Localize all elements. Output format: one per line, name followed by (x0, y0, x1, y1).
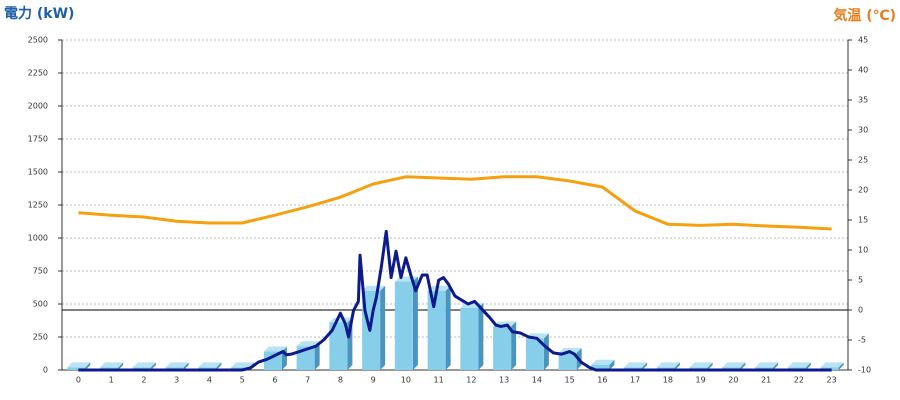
y2-tick-label: 0 (858, 306, 863, 315)
temperature-line (78, 175, 832, 231)
x-tick-label: 4 (207, 376, 212, 385)
y2-tick-label: 15 (858, 216, 868, 225)
bar-top (689, 362, 713, 368)
x-tick-label: 20 (728, 376, 738, 385)
bar-side (445, 285, 451, 370)
bar-side (773, 362, 779, 370)
y-tick-label: 2000 (28, 102, 48, 111)
bar-side (216, 362, 222, 370)
bar (558, 352, 577, 370)
x-tick-label: 14 (532, 376, 542, 385)
x-tick-label: 22 (794, 376, 804, 385)
x-tick-label: 12 (466, 376, 476, 385)
y2-tick-label: -5 (858, 336, 866, 345)
bar (394, 281, 413, 370)
y2-tick-label: 45 (858, 36, 868, 45)
x-tick-label: 13 (499, 376, 509, 385)
x-tick-label: 10 (401, 376, 411, 385)
y2-tick-label: 25 (858, 156, 868, 165)
bar (460, 307, 479, 370)
x-tick-label: 23 (827, 376, 837, 385)
y2-tick-label: 30 (858, 126, 868, 135)
bar-top (755, 362, 779, 368)
x-tick-label: 11 (434, 376, 444, 385)
y2-tick-label: 5 (858, 276, 863, 285)
bar-side (118, 362, 124, 370)
bar (329, 322, 348, 370)
x-tick-label: 18 (663, 376, 673, 385)
y2-axis-title: 気温 (℃) (833, 7, 896, 24)
bar-top (722, 362, 746, 368)
bar-top (427, 285, 451, 291)
x-tick-label: 8 (338, 376, 343, 385)
x-tick-label: 19 (696, 376, 706, 385)
y-tick-label: 1000 (28, 234, 48, 243)
x-tick-label: 6 (272, 376, 277, 385)
bar (525, 338, 544, 370)
bar-side (543, 333, 549, 370)
bar (263, 351, 282, 370)
power-line (78, 229, 832, 372)
bar-side (380, 285, 386, 370)
bar-top (820, 362, 844, 368)
bar-top (100, 362, 124, 368)
y2-tick-label: 40 (858, 66, 868, 75)
bar-top (231, 362, 255, 368)
y-tick-label: 750 (33, 267, 48, 276)
bar-side (642, 362, 648, 370)
bar-top (591, 359, 615, 365)
bar-side (674, 362, 680, 370)
x-tick-label: 9 (371, 376, 376, 385)
bar (493, 326, 512, 370)
y2-tick-label: 35 (858, 96, 868, 105)
x-tick-label: 2 (141, 376, 146, 385)
y-tick-label: 2250 (28, 69, 48, 78)
bar-side (707, 362, 713, 370)
bar-top (263, 346, 287, 352)
bar (67, 367, 86, 370)
x-tick-label: 15 (565, 376, 575, 385)
bar-top (624, 362, 648, 368)
y2-tick-label: -10 (858, 366, 871, 375)
bar (427, 290, 446, 370)
bar-side (805, 362, 811, 370)
bar-top (67, 362, 91, 368)
bar-top (787, 362, 811, 368)
bar-side (740, 362, 746, 370)
bar-side (838, 362, 844, 370)
y-tick-label: 250 (33, 333, 48, 342)
bar (591, 364, 610, 370)
y2-tick-label: 10 (858, 246, 868, 255)
x-tick-label: 5 (240, 376, 245, 385)
y2-tick-label: 20 (858, 186, 868, 195)
bar-side (314, 341, 320, 370)
bar-top (296, 341, 320, 347)
bar-top (132, 362, 156, 368)
bar-side (478, 302, 484, 370)
x-tick-label: 1 (109, 376, 114, 385)
bar-side (609, 359, 615, 370)
bar-top (198, 362, 222, 368)
x-tick-label: 16 (597, 376, 607, 385)
x-tick-label: 21 (761, 376, 771, 385)
y-tick-label: 1250 (28, 201, 48, 210)
y-tick-label: 2500 (28, 36, 48, 45)
x-tick-label: 3 (174, 376, 179, 385)
y-tick-label: 1500 (28, 168, 48, 177)
bar-side (150, 362, 156, 370)
x-tick-label: 17 (630, 376, 640, 385)
y-tick-label: 1750 (28, 135, 48, 144)
y-tick-label: 0 (43, 366, 48, 375)
bar-side (183, 362, 189, 370)
y-tick-label: 500 (33, 300, 48, 309)
bar-side (85, 362, 91, 370)
y-axis-title: 電力 (kW) (4, 5, 74, 22)
bar-top (165, 362, 189, 368)
bar-side (412, 276, 418, 370)
x-tick-label: 0 (76, 376, 81, 385)
bar-top (656, 362, 680, 368)
x-tick-label: 7 (305, 376, 310, 385)
